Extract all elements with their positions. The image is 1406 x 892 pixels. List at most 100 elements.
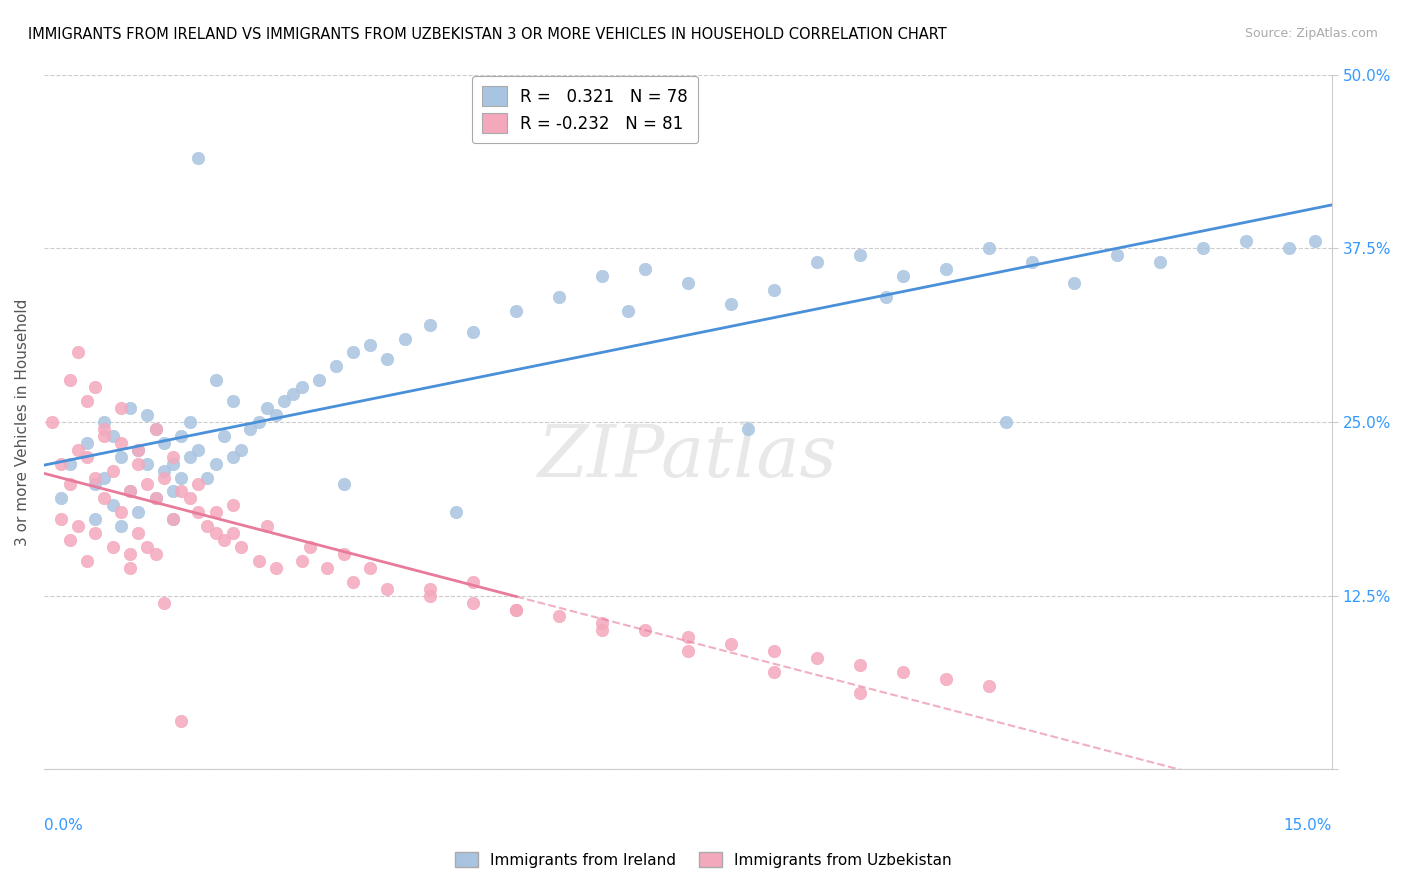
Point (463, 325, 485, 339)
Point (505, 602, 527, 616)
Point (136, 477, 159, 491)
Point (505, 602, 527, 616)
Point (41, 415, 63, 429)
Point (118, 547, 141, 561)
Point (762, 283, 785, 297)
Point (891, 268, 914, 283)
Point (1303, 234, 1326, 248)
Point (93, 415, 115, 429)
Point (187, 442, 209, 457)
Point (127, 442, 149, 457)
Point (76, 450, 98, 464)
Point (212, 533, 235, 547)
Point (162, 450, 184, 464)
Point (1192, 241, 1215, 255)
Point (1278, 241, 1301, 255)
Point (316, 561, 339, 575)
Text: 0.0%: 0.0% (44, 818, 83, 833)
Point (204, 457, 226, 471)
Text: 15.0%: 15.0% (1284, 818, 1331, 833)
Point (299, 540, 322, 554)
Point (195, 519, 218, 533)
Point (93, 422, 115, 436)
Point (84, 380, 107, 394)
Point (1063, 276, 1085, 290)
Point (762, 665, 785, 679)
Point (76, 394, 98, 409)
Text: Source: ZipAtlas.com: Source: ZipAtlas.com (1244, 27, 1378, 40)
Point (204, 373, 226, 387)
Y-axis label: 3 or more Vehicles in Household: 3 or more Vehicles in Household (15, 298, 30, 546)
Point (290, 380, 312, 394)
Point (394, 332, 416, 346)
Point (187, 477, 209, 491)
Point (49, 512, 72, 526)
Point (179, 491, 201, 506)
Point (162, 512, 184, 526)
Point (848, 658, 870, 673)
Point (308, 373, 330, 387)
Point (256, 401, 278, 415)
Point (342, 574, 364, 589)
Legend: R =   0.321   N = 78, R = -0.232   N = 81: R = 0.321 N = 78, R = -0.232 N = 81 (472, 76, 697, 144)
Point (93, 470, 115, 484)
Point (127, 457, 149, 471)
Point (101, 429, 124, 443)
Point (325, 359, 347, 374)
Point (118, 484, 141, 499)
Point (231, 442, 253, 457)
Point (676, 276, 699, 290)
Point (145, 422, 167, 436)
Point (179, 415, 201, 429)
Point (101, 464, 124, 478)
Point (153, 435, 176, 450)
Point (84, 470, 107, 484)
Point (377, 352, 399, 367)
Point (273, 394, 295, 409)
Point (110, 519, 132, 533)
Point (76, 554, 98, 568)
Point (591, 616, 613, 631)
Point (264, 561, 287, 575)
Point (93, 429, 115, 443)
Point (212, 429, 235, 443)
Point (977, 241, 1000, 255)
Point (1234, 234, 1257, 248)
Point (136, 540, 159, 554)
Point (153, 470, 176, 484)
Point (67, 442, 90, 457)
Point (110, 450, 132, 464)
Point (118, 401, 141, 415)
Point (994, 415, 1017, 429)
Point (145, 491, 167, 506)
Point (127, 442, 149, 457)
Point (247, 554, 270, 568)
Point (720, 637, 742, 651)
Point (84, 526, 107, 541)
Point (222, 498, 245, 512)
Point (49, 457, 72, 471)
Point (935, 672, 957, 686)
Point (170, 484, 193, 499)
Point (162, 457, 184, 471)
Point (333, 547, 356, 561)
Point (67, 519, 90, 533)
Point (84, 512, 107, 526)
Point (101, 540, 124, 554)
Point (264, 408, 287, 422)
Point (187, 151, 209, 165)
Text: ZIPatlas: ZIPatlas (538, 421, 838, 491)
Point (110, 505, 132, 519)
Point (118, 561, 141, 575)
Legend: Immigrants from Ireland, Immigrants from Uzbekistan: Immigrants from Ireland, Immigrants from… (447, 844, 959, 875)
Point (187, 505, 209, 519)
Point (118, 484, 141, 499)
Point (162, 484, 184, 499)
Point (204, 526, 226, 541)
Point (444, 505, 467, 519)
Point (634, 624, 657, 638)
Text: IMMIGRANTS FROM IRELAND VS IMMIGRANTS FROM UZBEKISTAN 3 OR MORE VEHICLES IN HOUS: IMMIGRANTS FROM IRELAND VS IMMIGRANTS FR… (28, 27, 946, 42)
Point (59, 477, 82, 491)
Point (76, 435, 98, 450)
Point (59, 457, 82, 471)
